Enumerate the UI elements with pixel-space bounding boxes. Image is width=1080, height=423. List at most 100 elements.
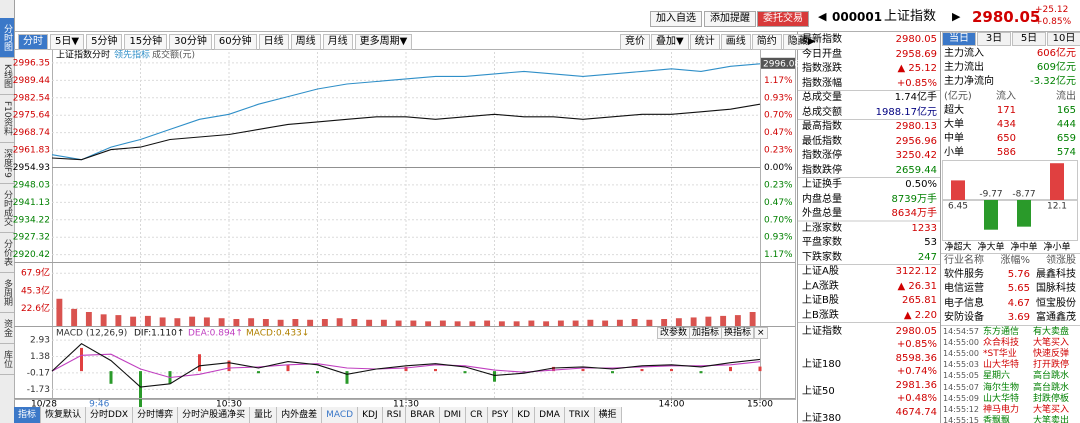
tick-name[interactable]: 星期六 — [983, 371, 1011, 382]
tick-name[interactable]: 山大华特 — [983, 393, 1020, 404]
indicator-tab[interactable]: 恢复默认 — [41, 407, 87, 423]
indicator-tab[interactable]: MACD — [322, 407, 359, 423]
tick-name[interactable]: 众合科技 — [983, 338, 1020, 349]
volume-bar — [454, 321, 461, 326]
sidebar-tab[interactable]: 多周期 — [0, 273, 14, 314]
quote-value: 3122.12 — [895, 266, 937, 277]
macd-button[interactable]: × — [754, 327, 768, 339]
legend-item: 上证指数 — [56, 49, 92, 61]
header-button[interactable]: 委托交易 — [757, 11, 809, 27]
index-name: 上证指数 — [802, 326, 842, 337]
header-button[interactable]: 加入自选 — [650, 11, 702, 27]
sidebar-tab[interactable]: 分时图 — [0, 18, 14, 58]
indicator-tab[interactable]: 分时博弈 — [133, 407, 179, 423]
sidebar-bg — [0, 0, 14, 423]
tool-button[interactable]: 简约 — [751, 34, 782, 50]
volume-bar — [587, 319, 594, 326]
period-button[interactable]: 5分钟 — [86, 34, 123, 50]
tick-name[interactable]: 香飘飘 — [983, 415, 1011, 423]
indicator-tab[interactable]: DMA — [535, 407, 565, 423]
industry-cell[interactable]: 软件服务 — [944, 269, 984, 280]
industry-cell[interactable]: 5.65 — [1007, 283, 1030, 295]
flow-category: 净大单 — [977, 241, 1004, 253]
macd-value: MACD:0.433↓ — [246, 329, 309, 339]
x-tick-label: 10:30 — [216, 400, 242, 410]
indicator-tab[interactable]: CR — [466, 407, 488, 423]
indicator-tab[interactable]: DMI — [439, 407, 467, 423]
industry-cell[interactable]: 3.69 — [1007, 311, 1030, 323]
indicator-tab[interactable]: 分时DDX — [86, 407, 134, 423]
industry-cell[interactable]: 恒宝股份 — [1036, 297, 1076, 309]
tick-time: 14:55:05 — [943, 371, 979, 381]
sidebar-tab[interactable]: F10资料 — [0, 95, 14, 143]
tick-name[interactable]: 东方通信 — [983, 327, 1020, 337]
tick-name[interactable]: 神马电力 — [983, 404, 1020, 415]
sidebar-tab[interactable]: 分时成交 — [0, 184, 14, 234]
header-button[interactable]: 添加提醒 — [704, 11, 756, 27]
series-line — [51, 353, 761, 379]
period-button[interactable]: 月线 — [322, 34, 353, 50]
tick-time: 14:55:15 — [943, 415, 979, 423]
macd-button[interactable]: 改参数 — [657, 327, 691, 339]
industry-cell[interactable]: 国脉科技 — [1036, 283, 1076, 295]
period-button[interactable]: 30分钟 — [169, 34, 212, 50]
indicator-tab[interactable]: 量比 — [250, 407, 278, 423]
quote-label: 指数涨幅 — [802, 77, 842, 89]
flow-category: 净超大 — [944, 241, 971, 253]
indicator-tab[interactable]: RSI — [382, 407, 407, 423]
sidebar-tab[interactable]: 库位 — [0, 344, 14, 376]
tool-button[interactable]: 统计 — [689, 34, 720, 50]
tool-toolbar: 竞价 叠加▼ 统计 画线 简约 隐藏▶ — [620, 34, 821, 50]
tick-name[interactable]: *ST华业 — [983, 349, 1017, 360]
industry-cell[interactable]: 富通鑫茂 — [1036, 311, 1076, 323]
industry-cell[interactable]: 电信运营 — [944, 283, 984, 295]
sidebar-tab[interactable]: 深度F9 — [0, 143, 14, 185]
macd-button[interactable]: 加指标 — [689, 327, 723, 339]
macd-button[interactable]: 换指标 — [721, 327, 755, 339]
flow-tab[interactable]: 3日 — [977, 32, 1011, 46]
tool-button[interactable]: 隐藏▶ — [782, 34, 821, 50]
indicator-tab[interactable]: 内外盘差 — [277, 407, 323, 423]
sidebar-tab[interactable]: K线图 — [0, 58, 14, 95]
indicator-tab[interactable]: 横拒 — [594, 407, 622, 423]
sidebar-tab[interactable]: 资金 — [0, 313, 14, 345]
indicator-tab[interactable]: TRIX — [564, 407, 595, 423]
tool-button[interactable]: 竞价 — [620, 34, 650, 50]
period-button[interactable]: 周线 — [290, 34, 321, 50]
industry-cell[interactable]: 5.76 — [1007, 269, 1030, 280]
volume-bar — [159, 317, 166, 326]
volume-bar — [100, 314, 107, 326]
tick-name[interactable]: 山大华特 — [983, 360, 1020, 371]
quote-value: +0.85% — [896, 77, 937, 89]
indicator-tab[interactable]: 分时沪股通净买 — [178, 407, 251, 423]
volume-bar — [734, 315, 741, 326]
flow-cell: 659 — [1056, 133, 1076, 144]
quote-value: 2659.44 — [895, 164, 937, 176]
tool-button[interactable]: 叠加▼ — [651, 34, 689, 50]
price-tick-label: 2927.32 — [13, 233, 50, 243]
period-button[interactable]: 15分钟 — [124, 34, 168, 50]
industry-cell[interactable]: 安防设备 — [944, 311, 984, 323]
sidebar-tab[interactable]: 分价表 — [0, 233, 14, 274]
indicator-tab[interactable]: KDJ — [358, 407, 383, 423]
period-button[interactable]: 5日▼ — [50, 34, 85, 50]
period-button[interactable]: 更多周期▼ — [354, 34, 413, 50]
tool-button[interactable]: 画线 — [720, 34, 751, 50]
period-button[interactable]: 分时 — [18, 34, 48, 50]
flow-tab[interactable]: 5日 — [1012, 32, 1046, 46]
industry-cell[interactable]: 电子信息 — [944, 297, 984, 309]
indicator-tab[interactable]: KD — [513, 407, 536, 423]
tick-name[interactable]: 海尔生物 — [983, 382, 1020, 393]
volume-bar — [71, 308, 78, 326]
flow-tab[interactable]: 当日 — [942, 32, 976, 46]
flow-tab[interactable]: 10日 — [1047, 32, 1080, 46]
flow-value-label: 6.45 — [948, 202, 968, 212]
indicator-tab[interactable]: BRAR — [406, 407, 440, 423]
tick-time: 14:55:07 — [943, 382, 979, 392]
industry-cell[interactable]: 晨鑫科技 — [1036, 269, 1076, 280]
industry-cell[interactable]: 4.67 — [1007, 297, 1030, 309]
indicator-tab[interactable]: 指标 — [14, 407, 42, 423]
indicator-tab[interactable]: PSY — [487, 407, 514, 423]
period-button[interactable]: 日线 — [258, 34, 289, 50]
period-button[interactable]: 60分钟 — [213, 34, 257, 50]
